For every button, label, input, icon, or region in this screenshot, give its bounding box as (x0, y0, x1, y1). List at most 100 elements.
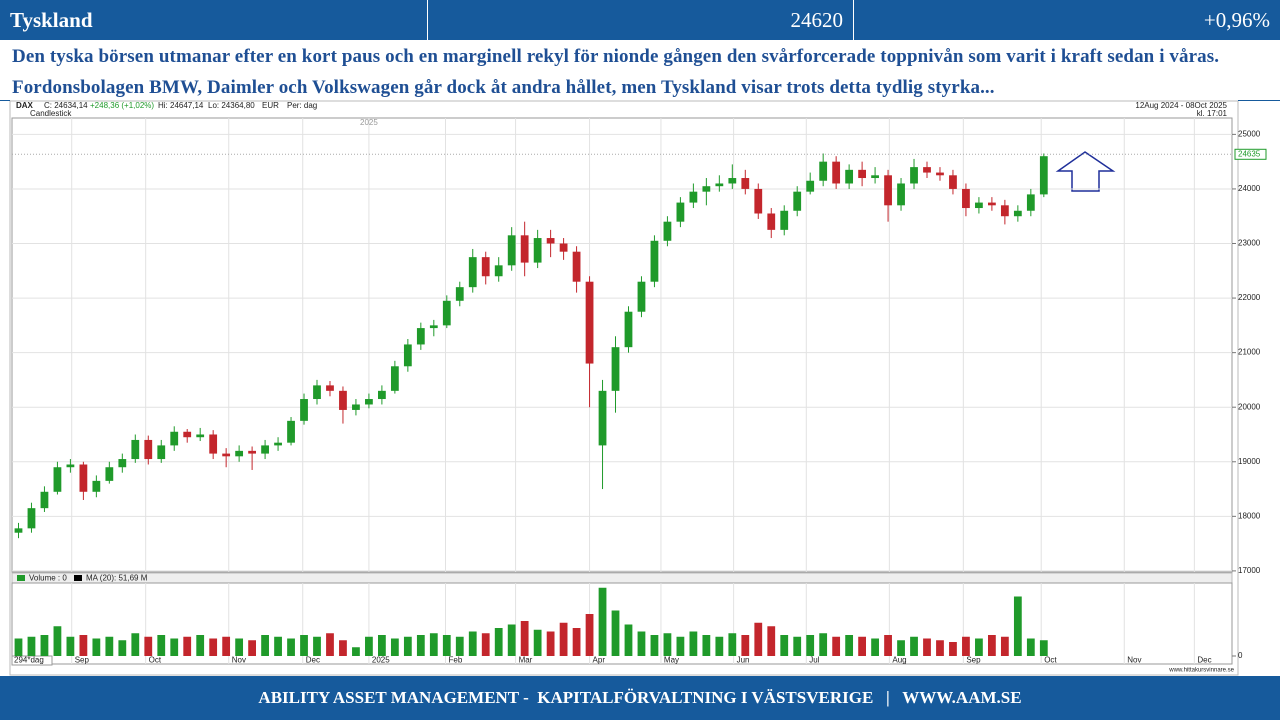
candle-body (170, 431, 179, 446)
header-price: 24620 (790, 8, 844, 32)
volume-bar (339, 640, 347, 656)
candle-body (183, 431, 192, 438)
candle-body (222, 453, 231, 457)
candle-body (936, 172, 944, 176)
volume-bar (455, 636, 464, 656)
y-tick-label: 19000 (1238, 457, 1261, 466)
candle-body (287, 420, 295, 443)
volume-bar (793, 636, 802, 656)
y-tick-label: 20000 (1238, 402, 1261, 411)
ma-legend-swatch (74, 575, 82, 581)
header-divider (427, 0, 428, 40)
x-tick-label: Apr (593, 656, 606, 665)
y-tick-label: 21000 (1238, 348, 1261, 357)
x-tick-label: Jul (809, 656, 819, 665)
volume-bar (1013, 596, 1022, 656)
candle-body (468, 257, 477, 288)
volume-bar (40, 635, 49, 656)
x-tick-label: Sep (966, 656, 981, 665)
volume-bar (871, 638, 879, 656)
y-tick-label: 22000 (1238, 293, 1261, 302)
candle-body (715, 183, 724, 187)
candle-body (741, 178, 750, 189)
volume-bar (352, 647, 360, 656)
volume-bar (183, 636, 192, 656)
volume-bar (546, 631, 555, 656)
candle-body (429, 325, 438, 329)
volume-legend-strip (11, 572, 1233, 584)
volume-bar (884, 635, 892, 656)
description: Den tyska börsen utmanar efter en kort p… (12, 46, 1220, 98)
up-arrow (1055, 151, 1116, 192)
quote-change: +248,36 (+1,02%) (90, 101, 154, 110)
candle-body (300, 399, 308, 421)
volume-bar (365, 636, 373, 656)
volume-label: Volume : 0 (29, 574, 67, 583)
quote-high: Hi: 24647,14 (158, 101, 204, 110)
volume-bar (157, 635, 166, 656)
period: Per: dag (287, 101, 317, 110)
volume-bar (1026, 638, 1035, 656)
x-tick-label: Dec (306, 656, 320, 665)
ma-label: MA (20): 51,69 M (86, 574, 148, 583)
volume-bar (66, 636, 75, 656)
volume-bar (975, 638, 983, 656)
candle-body (559, 243, 568, 252)
volume-panel (11, 582, 1233, 665)
candle-body (494, 265, 503, 277)
candle-body (403, 344, 412, 367)
volume-bar (559, 622, 568, 656)
candle-body (442, 300, 451, 326)
candle-body (1026, 194, 1035, 211)
volume-bar (715, 636, 724, 656)
candle-body (66, 464, 75, 468)
volume-bar (689, 631, 698, 656)
volume-bar (832, 636, 841, 656)
candle-body (923, 167, 931, 173)
candle-body (806, 180, 815, 192)
volume-bar (222, 636, 231, 656)
volume-bar (313, 636, 321, 656)
volume-bar (702, 635, 711, 656)
volume-bar (949, 642, 957, 656)
candle-body (27, 508, 36, 529)
volume-bar (533, 629, 542, 656)
volume-bar (403, 636, 412, 656)
candle-body (832, 161, 841, 184)
volume-bar (14, 638, 23, 656)
candle-body (702, 186, 711, 192)
x-tick-label: Feb (448, 656, 462, 665)
last-price-box (1234, 148, 1267, 160)
volume-bar (728, 633, 737, 656)
candle-body (845, 169, 854, 184)
volume-bar (416, 635, 425, 656)
date-range: 12Aug 2024 - 08Oct 2025 (1135, 101, 1227, 110)
y-tick-label: 17000 (1238, 566, 1261, 575)
y-tick-label: 24000 (1238, 184, 1261, 193)
volume-bar (261, 635, 269, 656)
candle-body (962, 188, 970, 209)
volume-bar (819, 633, 828, 656)
x-tick-label: Aug (892, 656, 906, 665)
x-tick-label: Oct (1044, 656, 1057, 665)
volume-bar (378, 635, 386, 656)
candle-body (819, 161, 828, 181)
x-tick-label: Jun (737, 656, 750, 665)
volume-bar (144, 636, 153, 656)
rule (0, 100, 10, 101)
volume-bar (27, 636, 36, 656)
volume-bar (572, 628, 581, 656)
header-bar: Tyskland 24620 +0,96% (0, 0, 1280, 40)
candle-body (767, 213, 776, 230)
candle-body (897, 183, 905, 206)
volume-bar (235, 638, 244, 656)
volume-bar (923, 638, 931, 656)
style-label: Candlestick (30, 109, 72, 118)
candle-body (598, 390, 607, 446)
volume-bar (520, 621, 529, 656)
footer: ABILITY ASSET MANAGEMENT - KAPITALFÖRVAL… (0, 676, 1280, 720)
candle-body (40, 491, 49, 509)
candle-body (650, 240, 659, 282)
volume-bar (53, 626, 62, 656)
